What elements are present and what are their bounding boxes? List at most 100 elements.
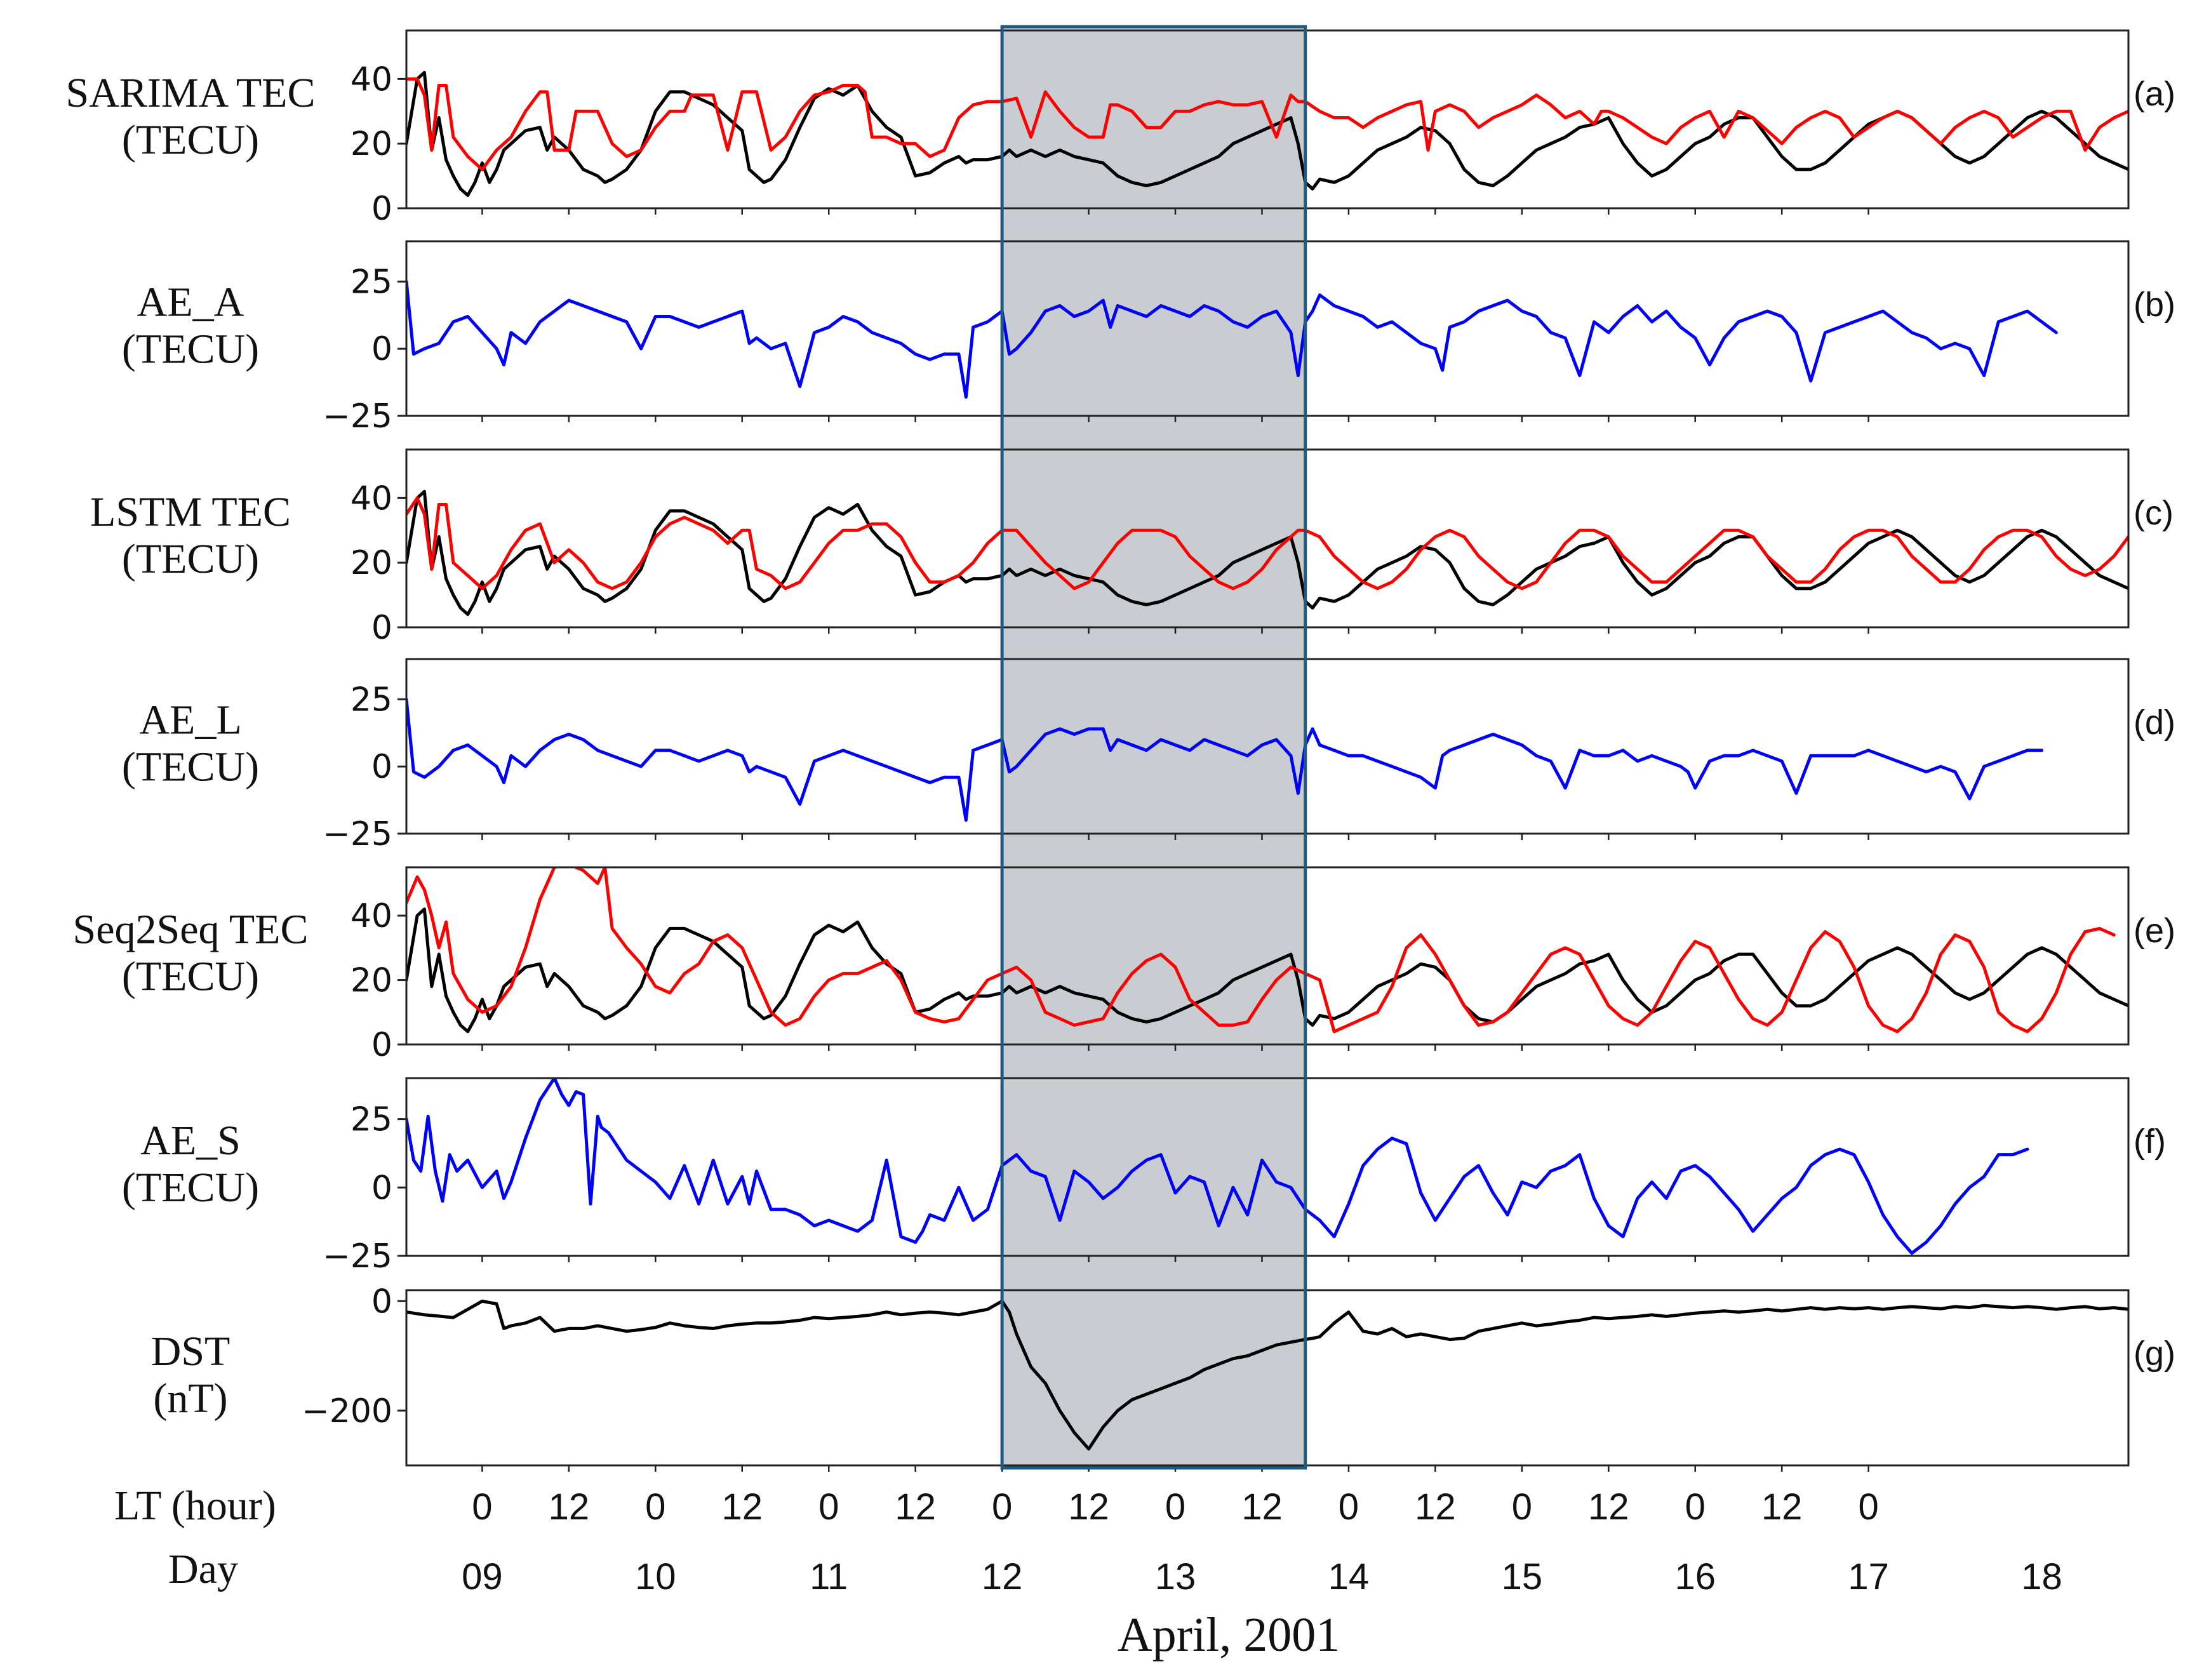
panel-ae-a-ylabel-line: (TECU) xyxy=(122,326,259,373)
series-line-sarima-tec xyxy=(406,77,2128,171)
lt-tick-label: 12 xyxy=(549,1486,590,1528)
y-tick-label: 20 xyxy=(351,125,392,163)
day-tick-label: 13 xyxy=(1155,1556,1196,1597)
y-tick-label: 0 xyxy=(371,748,392,786)
panel-lstm-ylabel-line: (TECU) xyxy=(122,536,259,582)
y-tick-label: −25 xyxy=(323,815,392,853)
bottom-axis: LT (hour) Day 0 12 0 12 0 12 0 12 0 12 0 12 0 12 0 12 0 … xyxy=(114,1483,2062,1662)
y-tick-label: 0 xyxy=(371,190,392,228)
series-line-ae-a xyxy=(406,280,2058,399)
day-tick-labels: 09 10 11 12 13 14 15 16 17 18 xyxy=(462,1556,2062,1597)
panel-frame xyxy=(405,29,2130,210)
panel-tag: (a) xyxy=(2134,75,2175,113)
panel-sarima-ylabel-line: SARIMA TEC xyxy=(65,70,315,116)
panel-ae-l: −25 0 25 AE_L(TECU) (d) xyxy=(122,658,2175,853)
lt-axis-label: LT (hour) xyxy=(114,1483,276,1529)
panel-frame xyxy=(405,866,2130,1046)
panel-seq2seq-ylabel-line: (TECU) xyxy=(122,954,259,1000)
lt-tick-label: 0 xyxy=(1165,1486,1185,1528)
panel-tag: (c) xyxy=(2134,494,2174,532)
storm-window-border xyxy=(1000,25,1307,1470)
lt-tick-label: 0 xyxy=(472,1486,492,1528)
lt-tick-label: 0 xyxy=(1512,1486,1532,1528)
series-line-seq2seq-tec xyxy=(406,867,2116,1034)
y-tick-label: 0 xyxy=(371,330,392,368)
series-line-observed-tec xyxy=(406,907,2128,1034)
lt-tick-label: 0 xyxy=(1339,1486,1359,1528)
y-tick-label: −200 xyxy=(302,1392,392,1430)
y-tick-label: −25 xyxy=(323,397,392,436)
panel-ae-l-ylabel-line: AE_L xyxy=(139,697,241,743)
panel-ae-s-ylabel-line: AE_S xyxy=(140,1117,241,1164)
day-tick-label: 14 xyxy=(1328,1556,1370,1597)
panel-tag: (g) xyxy=(2134,1335,2175,1373)
panel-seq2seq-ylabel-line: Seq2Seq TEC xyxy=(73,907,309,953)
storm-window-shading xyxy=(1002,27,1306,1468)
panel-frame xyxy=(405,448,2130,629)
y-tick-label: 40 xyxy=(351,60,392,98)
lt-tick-label: 0 xyxy=(1859,1486,1879,1528)
panel-ae-s-ylabel-line: (TECU) xyxy=(122,1164,259,1211)
y-tick-label: −25 xyxy=(323,1237,392,1276)
panel-ae-l-ylabel-line: (TECU) xyxy=(122,744,259,790)
lt-tick-label: 12 xyxy=(1241,1486,1283,1528)
panel-tag: (f) xyxy=(2134,1123,2166,1161)
series-line-dst xyxy=(406,1299,2128,1451)
lt-tick-label: 12 xyxy=(895,1486,936,1528)
panel-tag: (e) xyxy=(2134,912,2175,950)
panel-seq2seq-series xyxy=(406,867,2128,1034)
y-tick-label: 20 xyxy=(351,544,392,582)
lt-tick-label: 0 xyxy=(645,1486,665,1528)
panel-ae-a-series xyxy=(406,280,2058,399)
y-tick-label: 0 xyxy=(371,1283,392,1321)
lt-tick-label: 12 xyxy=(1588,1486,1629,1528)
panel-ae-a: −25 0 25 AE_A(TECU) (b) xyxy=(122,240,2175,436)
series-line-observed-tec xyxy=(406,70,2128,197)
day-tick-label: 10 xyxy=(635,1556,676,1597)
lt-tick-label: 0 xyxy=(818,1486,839,1528)
series-line-observed-tec xyxy=(406,490,2128,617)
panel-sarima-ylabel-line: (TECU) xyxy=(122,117,259,163)
lt-tick-label: 12 xyxy=(1761,1486,1803,1528)
lt-tick-label: 0 xyxy=(1685,1486,1706,1528)
lt-tick-label: 12 xyxy=(1415,1486,1456,1528)
day-tick-label: 16 xyxy=(1674,1556,1716,1597)
date-caption: April, 2001 xyxy=(1118,1608,1340,1662)
y-tick-label: 20 xyxy=(351,962,392,1000)
series-line-ae-l xyxy=(406,698,2043,822)
lt-tick-labels: 0 12 0 12 0 12 0 12 0 12 0 12 0 12 0 12 0 xyxy=(472,1486,1879,1528)
day-tick-label: 17 xyxy=(1848,1556,1889,1597)
series-line-lstm-tec xyxy=(406,496,2128,590)
panel-ae-s-series xyxy=(406,1078,2029,1255)
day-tick-label: 09 xyxy=(462,1556,503,1597)
panel-dst-ylabel-line: (nT) xyxy=(153,1375,227,1422)
day-tick-label: 11 xyxy=(810,1556,848,1597)
panel-dst-series xyxy=(406,1299,2128,1451)
panel-frame xyxy=(405,658,2130,835)
panel-sarima: 0 20 40 SARIMA TEC(TECU) (a) xyxy=(65,29,2175,228)
panel-tag: (b) xyxy=(2134,286,2175,324)
lt-tick-label: 0 xyxy=(992,1486,1012,1528)
y-tick-label: 25 xyxy=(351,1101,392,1139)
panel-dst: −200 0 DST(nT) (g) xyxy=(151,1283,2175,1472)
panel-sarima-series xyxy=(406,70,2128,197)
panel-seq2seq: 0 20 40 Seq2Seq TEC(TECU) (e) xyxy=(73,866,2175,1064)
y-tick-label: 0 xyxy=(371,1169,392,1207)
panel-lstm: 0 20 40 LSTM TEC(TECU) (c) xyxy=(90,448,2174,647)
y-tick-label: 0 xyxy=(371,1026,392,1064)
panel-lstm-ylabel-line: LSTM TEC xyxy=(90,489,291,535)
y-tick-label: 0 xyxy=(371,609,392,647)
series-line-ae-s xyxy=(406,1078,2029,1255)
panel-ae-a-ylabel-line: AE_A xyxy=(137,279,244,326)
panel-lstm-series xyxy=(406,490,2128,617)
panel-frame xyxy=(405,1289,2130,1467)
panel-dst-ylabel-line: DST xyxy=(151,1328,230,1375)
y-tick-label: 40 xyxy=(351,897,392,935)
day-tick-label: 15 xyxy=(1502,1556,1543,1597)
lt-tick-label: 12 xyxy=(721,1486,763,1528)
panel-frame xyxy=(405,1077,2130,1257)
y-tick-label: 40 xyxy=(351,479,392,517)
panel-ae-l-series xyxy=(406,698,2043,822)
